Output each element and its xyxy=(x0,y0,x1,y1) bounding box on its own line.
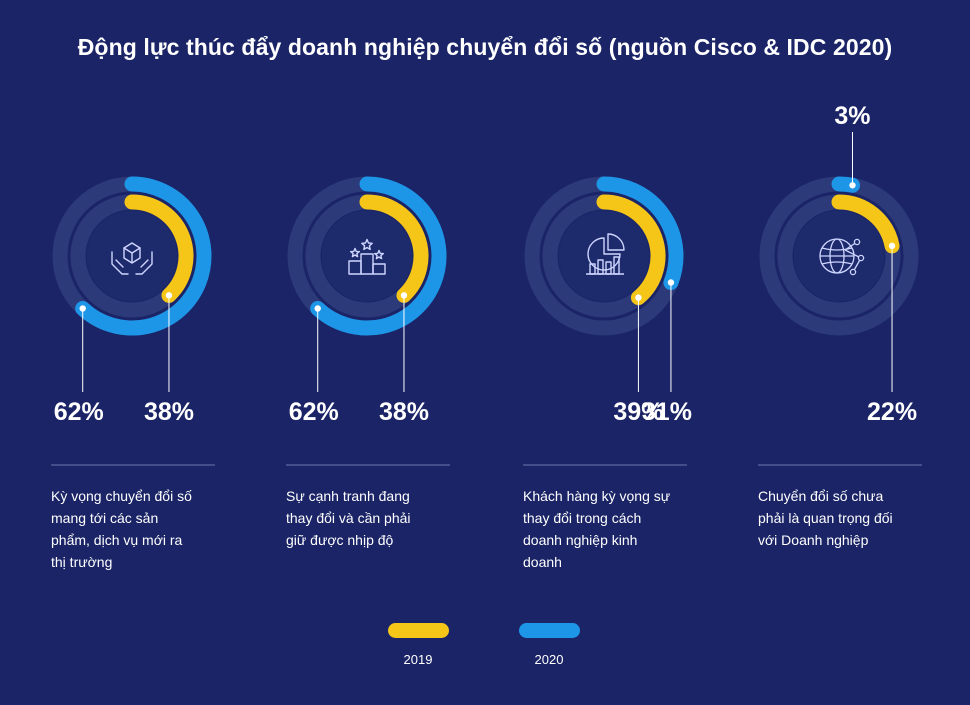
value-label-2020: 3% xyxy=(834,102,870,130)
legend-label-2020: 2020 xyxy=(535,652,564,667)
arc-2020 xyxy=(75,176,212,336)
description-line: phẩm, dịch vụ mới ra xyxy=(51,532,183,548)
legend: 2019 2020 xyxy=(388,623,580,667)
chart-title: Động lực thúc đẩy doanh nghiệp chuyển đổ… xyxy=(77,34,893,60)
callout-dot-2020 xyxy=(314,305,321,312)
arc-2019 xyxy=(831,194,900,254)
arc-2020 xyxy=(596,176,684,290)
legend-swatch-2019 xyxy=(388,623,449,638)
donut-item-2: 38% 62% Sự cạnh tranh đang thay đổi và cần … xyxy=(286,176,450,548)
callout-dot-2020 xyxy=(79,305,86,312)
donut-center xyxy=(558,210,650,302)
callout-dot-2019 xyxy=(635,294,642,301)
callout-dot-2020 xyxy=(667,279,675,286)
callout-dot-2019 xyxy=(165,292,173,299)
arc-2020 xyxy=(310,176,447,336)
value-label-2020: 62% xyxy=(54,398,104,426)
donut-item-3: 39%31% Khách hàng kỳ vọng sự thay đổi tron… xyxy=(523,176,692,570)
description-line: Chuyển đổi số chưa xyxy=(758,488,884,504)
description-line: doanh nghiệp kinh xyxy=(523,532,637,548)
legend-swatch-2020 xyxy=(519,623,580,638)
donut-item-1: 38% 62% Kỳ vọng chuyển đổi số mang tới các … xyxy=(51,176,215,570)
podium-stars-icon xyxy=(348,238,386,275)
hands-box-icon xyxy=(111,242,153,275)
value-label-2019: 22% xyxy=(867,398,917,426)
callout-dot-2020 xyxy=(849,182,856,189)
callout-dot-2019 xyxy=(400,292,408,299)
callout-dot-2019 xyxy=(888,242,896,250)
legend-label-2019: 2019 xyxy=(404,652,433,667)
donut-center xyxy=(321,210,413,302)
value-label-2019: 39% xyxy=(613,398,663,426)
pie-bar-chart-icon xyxy=(586,233,625,275)
description-line: mang tới các sản xyxy=(51,510,158,526)
value-label-2019: 38% xyxy=(144,398,194,426)
description-line: thay đổi và cần phải xyxy=(286,510,411,526)
arc-2019 xyxy=(596,194,666,306)
description-line: thay đổi trong cách xyxy=(523,510,641,526)
arc-2019 xyxy=(359,194,429,303)
description-line: phải là quan trọng đối xyxy=(758,510,893,526)
donut-item-4: 22% 3% Chuyển đổi số chưa phải là quan trọn… xyxy=(758,102,922,548)
globe-network-icon xyxy=(819,238,865,276)
value-label-2020: 62% xyxy=(289,398,339,426)
description-line: giữ được nhịp độ xyxy=(286,532,394,548)
value-label-2020: 31% xyxy=(642,398,692,426)
arc-2019 xyxy=(124,194,194,303)
description-line: thị trường xyxy=(51,554,112,570)
description-line: Sự cạnh tranh đang xyxy=(286,488,410,504)
value-label-2019: 38% xyxy=(379,398,429,426)
description-line: Khách hàng kỳ vọng sự xyxy=(523,488,670,504)
description-line: doanh xyxy=(523,554,562,570)
description-line: với Doanh nghiệp xyxy=(758,532,869,548)
description-line: Kỳ vọng chuyển đổi số xyxy=(51,488,192,504)
